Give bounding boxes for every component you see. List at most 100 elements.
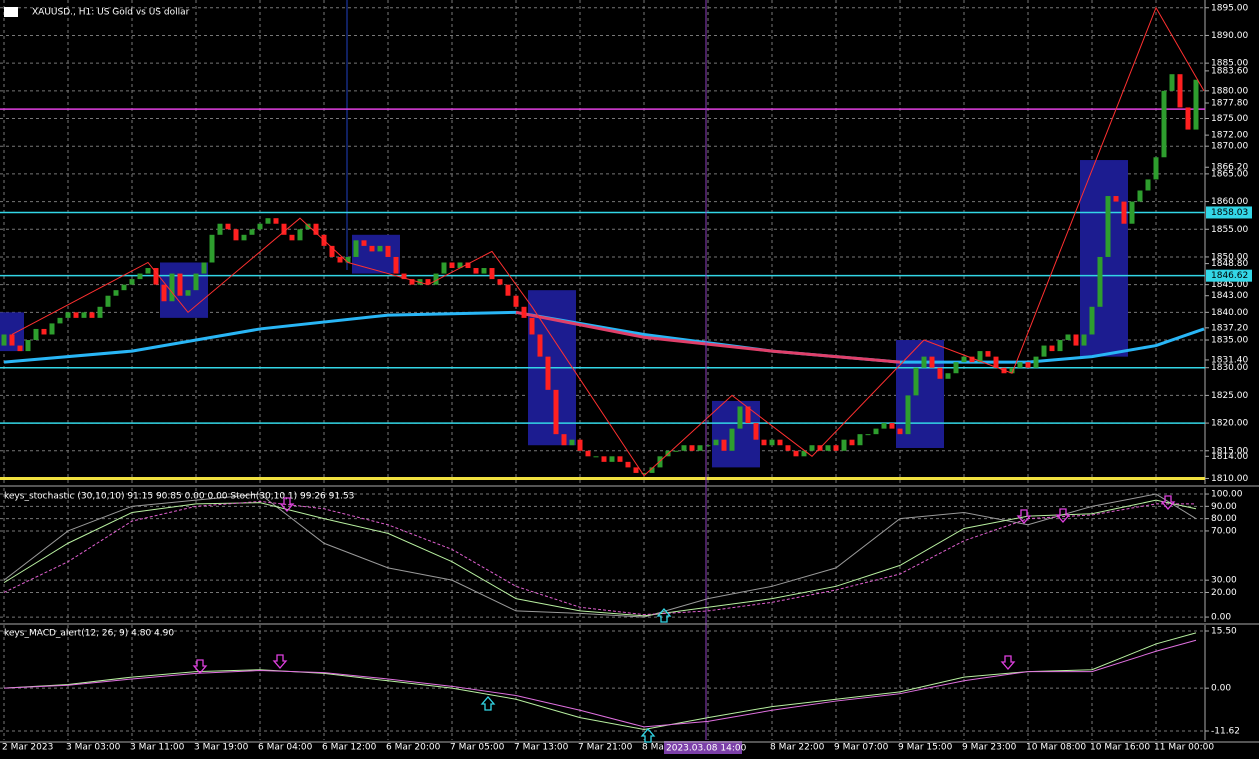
y-tick-label: 1872.00: [1211, 131, 1248, 141]
signal-arrow: [1055, 508, 1071, 523]
y-tick-label: 1870.00: [1211, 142, 1248, 152]
candle: [1, 334, 7, 346]
x-tick-label: 3 Mar 03:00: [66, 743, 121, 753]
candle: [153, 268, 159, 285]
level-label: 1846.62: [1211, 271, 1248, 281]
y-tick-label: -11.62: [1211, 727, 1240, 737]
candle: [329, 245, 335, 257]
x-tick-label: 6 Mar 04:00: [258, 743, 313, 753]
candle: [905, 395, 911, 435]
candle: [1177, 74, 1183, 108]
candle: [1193, 79, 1199, 130]
y-tick-label: 1815.00: [1211, 446, 1248, 456]
candle: [585, 450, 591, 457]
y-tick-label: 70.00: [1211, 526, 1237, 536]
candle: [761, 439, 767, 446]
title-icon: [4, 7, 18, 17]
y-tick-label: 1880.00: [1211, 86, 1248, 96]
candle: [1105, 196, 1111, 257]
signal-arrow: [192, 659, 208, 674]
y-tick-label: 1883.60: [1211, 66, 1248, 76]
candle: [265, 218, 271, 224]
candle: [489, 268, 495, 280]
y-tick-label: 1890.00: [1211, 31, 1248, 41]
candle: [865, 434, 871, 436]
candle: [1089, 306, 1095, 335]
candle: [801, 450, 807, 457]
candle: [857, 434, 863, 446]
indicator-line: [3, 499, 1197, 617]
candle: [969, 356, 975, 363]
candle: [873, 428, 879, 435]
candle: [49, 323, 55, 335]
y-tick-label: 1825.00: [1211, 391, 1248, 401]
candle: [161, 284, 167, 302]
candle: [777, 439, 783, 446]
candle: [81, 312, 87, 318]
candle: [641, 472, 647, 474]
candle: [1169, 74, 1175, 91]
signal-arrow: [1000, 655, 1016, 670]
candle: [313, 223, 319, 235]
candle: [889, 423, 895, 429]
candle: [1009, 367, 1015, 374]
candle: [1121, 201, 1127, 224]
candle: [713, 439, 719, 446]
candle: [521, 306, 527, 318]
candle: [433, 273, 439, 285]
candle: [1057, 340, 1063, 352]
y-tick-label: 30.00: [1211, 576, 1237, 586]
candle: [89, 312, 95, 318]
y-tick-label: 1866.20: [1211, 163, 1248, 173]
signal-arrow: [640, 728, 656, 743]
moving-average: [515, 310, 901, 364]
candle: [913, 367, 919, 396]
candle: [345, 256, 351, 263]
x-tick-label: 7 Mar 13:00: [514, 743, 569, 753]
candle: [1185, 107, 1191, 130]
candle: [881, 423, 887, 429]
x-tick-label: 7 Mar 05:00: [450, 743, 505, 753]
candle: [425, 279, 431, 285]
zone: [712, 400, 760, 468]
candle: [457, 262, 463, 269]
candle: [473, 268, 479, 274]
candle: [1161, 90, 1167, 158]
y-tick-label: 20.00: [1211, 588, 1237, 598]
candle: [193, 273, 199, 291]
candle: [1065, 334, 1071, 341]
candle: [177, 273, 183, 296]
x-tick-label: 6 Mar 20:00: [386, 743, 441, 753]
zone: [896, 340, 944, 449]
candle: [393, 256, 399, 274]
candle: [289, 234, 295, 241]
candle: [217, 223, 223, 235]
indicator-line: [3, 493, 1197, 618]
x-tick-label: 9 Mar 15:00: [898, 743, 953, 753]
y-tick-label: 1820.00: [1211, 419, 1248, 429]
candle: [233, 229, 239, 241]
level-label: 1858.03: [1211, 208, 1248, 218]
crosshair-tag: [664, 741, 742, 754]
candle: [353, 240, 359, 257]
candle: [41, 328, 47, 335]
candle: [577, 439, 583, 451]
y-tick-label: 1831.40: [1211, 355, 1248, 365]
candle: [65, 312, 71, 318]
y-tick-label: 100.00: [1211, 490, 1243, 500]
x-tick-label: 3 Mar 19:00: [194, 743, 249, 753]
candle: [1073, 334, 1079, 346]
candle: [385, 245, 391, 257]
candle: [561, 434, 567, 446]
x-tick-label: 8 Mar 22:00: [770, 743, 825, 753]
candle: [977, 351, 983, 363]
y-tick-label: 1875.00: [1211, 114, 1248, 124]
candle: [449, 262, 455, 269]
y-tick-label: 1848.80: [1211, 259, 1248, 269]
candle: [689, 445, 695, 451]
candle: [745, 406, 751, 424]
candle: [281, 223, 287, 235]
candle: [57, 317, 63, 324]
